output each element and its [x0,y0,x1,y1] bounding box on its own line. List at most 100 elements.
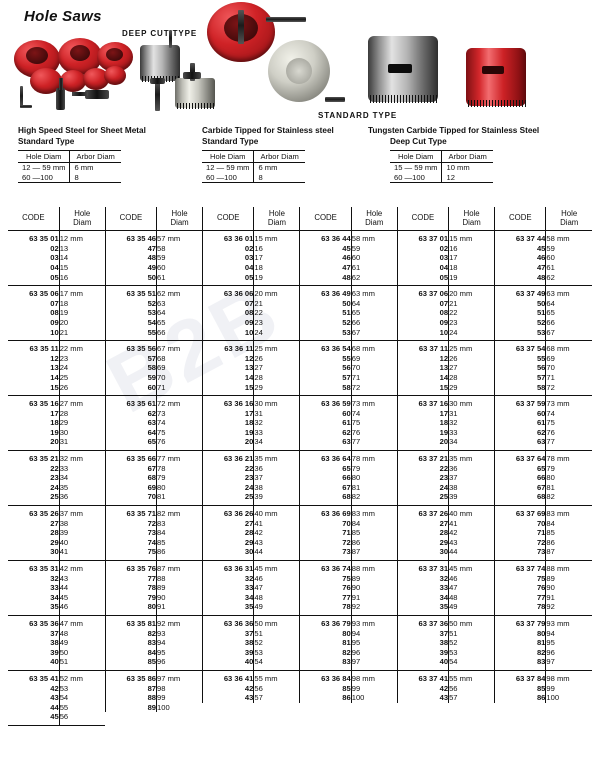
cell-code: 20 [50,437,59,447]
cell-code: 63 36 16 [202,395,254,409]
cell-code: 86 [494,693,546,703]
cell-hole-diam: 56 [58,712,106,726]
cell-hole-diam: 24 [448,327,495,341]
cell-hole-diam: 16 [58,272,106,286]
cell-hole-diam: 39 [58,528,106,538]
cell-hole-diam: 68 [156,353,203,364]
table-row: 63 35 06 17 mm 63 35 51 62 mm 63 36 06 20 mm 6… [8,285,592,299]
cell-code: 57 [299,372,352,383]
spec-cell-hole: 12 — 59 mm [202,162,255,173]
cell-code: 63 37 74 [494,559,546,574]
cell-code: 23 [50,473,59,483]
spec-table-tungsten: Hole Diam Arbor Diam 15 — 59 mm 10 mm 60 … [390,150,493,183]
cell-code: 22 [396,463,449,474]
cell-hole-diam: 42 [448,528,495,538]
cell-hole-diam: 72 mm [156,395,203,409]
table-row: 63 35 31 42 mm 63 35 76 87 mm 63 36 31 45 mm 6… [8,559,592,574]
cell-code: 59 [104,372,157,383]
cell-code: 60 [494,408,546,419]
cell-hole-diam: 88 [156,573,203,584]
cell-hole-diam: 26 [448,353,495,364]
cell-code: 07 [396,298,449,309]
table-row: 44 55 89 100 [8,702,592,713]
cell-code: 43 [396,693,449,703]
cell-code: 12 [50,353,59,363]
cell-hole-diam: 87 [350,547,398,561]
cell-code: 84 [104,647,157,658]
cell-code: 63 35 66 [104,450,157,464]
cell-code: 12 [202,353,254,364]
cell-hole-diam: 42 mm [58,559,106,574]
cell-hole-diam: 62 [545,272,592,286]
cell-hole-diam: 21 [448,298,495,309]
hole-saw-carbide-standard-collar [183,72,201,79]
cell-hole-diam: 22 [448,308,495,318]
cell-code: 42 [202,683,254,694]
cell-code: 63 36 59 [299,395,352,409]
cell-code: 47 [104,243,157,254]
cell-hole-diam: 37 mm [58,505,106,519]
cell-hole-diam: 77 [350,437,398,451]
cell-hole-diam: 92 [545,602,592,616]
cell-hole-diam [157,712,203,725]
cell-code: 58 [494,382,546,396]
column-header-hole-diam: Hole Diam [58,207,106,231]
cell-code: 08 [396,308,449,318]
cell-code: 02 [396,243,449,254]
hole-saw-red-deepcut-slot [482,66,504,74]
cell-hole-diam: 91 [156,602,203,616]
cell-code: 73 [299,547,352,561]
cell-code: 74 [104,537,157,548]
table-row: 63 35 11 22 mm 63 35 56 67 mm 63 36 11 25 mm 6… [8,340,592,354]
cell-hole-diam: 65 [545,308,592,318]
cell-hole-diam: 59 [545,243,592,254]
hole-saw-red-small-2 [60,70,86,92]
cell-code [397,703,448,713]
hole-saw-red-small-3 [83,68,109,90]
cell-code: 63 37 54 [494,340,546,354]
spec-header-arbor-diam: Arbor Diam [69,150,121,163]
cell-code: 18 [396,418,449,428]
hole-saw-red-deepcut-teeth [466,100,526,107]
cell-code: 63 35 41 [8,669,60,684]
cell-hole-diam: 61 [156,272,203,286]
cell-hole-diam: 23 [58,353,106,364]
cell-code: 87 [104,683,157,694]
cell-code: 72 [104,518,157,529]
cell-hole-diam: 61 [350,262,398,273]
cell-hole-diam: 57 mm [156,230,203,244]
cell-hole-diam: 73 [156,408,203,419]
cell-hole-diam: 80 [545,473,592,483]
cell-code: 75 [299,573,352,584]
cell-hole-diam: 55 [58,702,106,713]
cell-code: 08 [202,308,254,318]
cell-code: 56 [494,363,546,373]
cell-code: 61 [494,418,546,428]
cell-hole-diam: 74 [350,408,398,419]
cell-hole-diam: 25 mm [253,340,300,354]
cell-code: 15 [396,382,449,396]
cell-code: 63 35 81 [104,614,157,629]
cell-hole-diam: 23 [253,317,300,328]
cell-hole-diam: 89 [545,573,592,584]
cell-code: 67 [299,482,352,493]
cell-code: 17 [396,408,449,419]
cell-code: 88 [104,693,157,703]
cell-code: 62 [104,408,157,419]
cell-code: 02 [202,243,254,254]
cell-code: 23 [202,473,254,483]
table-row: 17 28 62 73 17 31 60 74 17 31 60 74 [8,408,592,419]
cell-code: 89 [104,702,157,713]
cell-code: 65 [299,463,352,474]
cell-hole-diam: 49 [448,602,495,616]
table-row: 32 43 77 88 32 46 75 89 32 46 75 89 [8,573,592,584]
cell-hole-diam: 57 [253,693,300,703]
cell-hole-diam: 92 [350,602,398,616]
cell-code: 09 [50,317,59,327]
cell-code: 80 [104,602,157,616]
cell-hole-diam: 72 [350,382,398,396]
cell-code: 75 [494,573,546,584]
table-row: 42 53 87 98 42 56 85 99 42 56 85 99 [8,683,592,694]
cell-code: 63 36 64 [299,450,352,464]
cell-code: 63 36 21 [202,450,254,464]
